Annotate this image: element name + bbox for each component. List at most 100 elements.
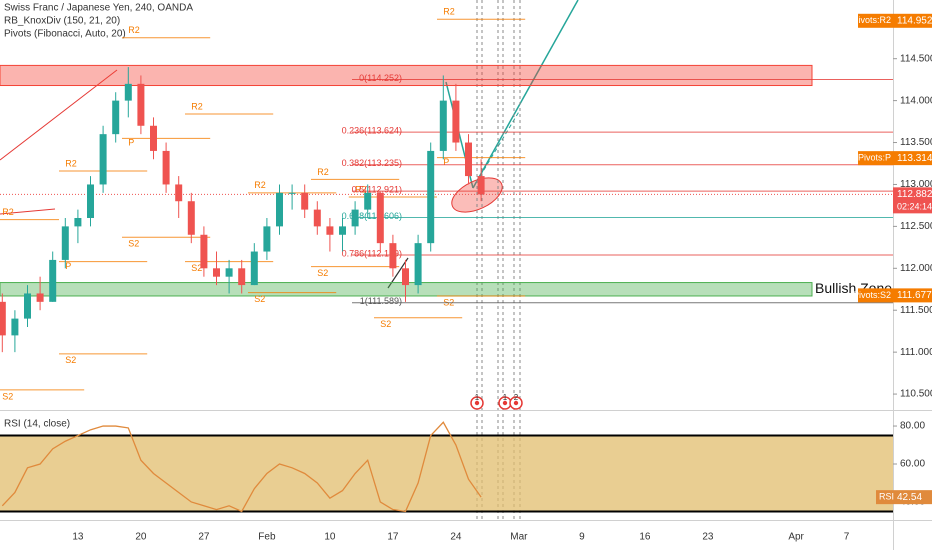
rsi-title: RSI (14, close) <box>4 419 70 430</box>
rsi-tag <box>876 490 932 505</box>
trend-line <box>0 69 118 161</box>
x-tick-label: 7 <box>844 532 850 543</box>
fib-label: 0.618(112.606) <box>342 211 402 221</box>
rsi-tag-value: 42.54 <box>897 492 922 503</box>
pivot-label: R2 <box>65 158 77 168</box>
y-tick-label: 111.000 <box>900 347 932 358</box>
pivot-label: R2 <box>317 167 329 177</box>
event-marker-label: 1 <box>503 393 508 402</box>
pivot-tag-label: Pivots:P <box>858 153 891 163</box>
x-tick-label: Apr <box>788 532 804 543</box>
candle-body <box>452 100 460 143</box>
pivot-tag-label: Pivots:S2 <box>853 290 891 300</box>
pivot-label: R2 <box>443 7 455 17</box>
pivot-label: P <box>443 157 449 167</box>
candle-body <box>288 192 296 194</box>
y-tick-label: 80.00 <box>900 421 925 432</box>
x-tick-label: 9 <box>579 532 585 543</box>
candle-body <box>465 142 472 177</box>
pivot-tag <box>858 151 932 166</box>
event-marker-dot <box>502 400 508 406</box>
event-marker-dot <box>474 400 480 406</box>
x-tick-label: 27 <box>198 532 210 543</box>
x-tick-label: 23 <box>702 532 714 543</box>
chart-title: Swiss Franc / Japanese Yen, 240, OANDA <box>4 3 193 14</box>
y-tick-label: 110.500 <box>900 389 932 400</box>
y-tick-label: 60.00 <box>900 459 925 470</box>
fib-label: 1(111.589) <box>360 296 402 306</box>
candle-body <box>301 192 309 210</box>
candle-body <box>0 301 6 336</box>
candle-body <box>36 293 44 302</box>
x-tick-label: Feb <box>258 532 276 543</box>
rsi-band <box>0 435 893 512</box>
candle-body <box>124 83 132 101</box>
y-tick-label: 112.500 <box>900 221 932 232</box>
fib-label: 0(114.252) <box>359 73 402 83</box>
candle-body <box>74 217 82 227</box>
pivot-tag <box>858 288 932 303</box>
candle-body <box>150 125 157 151</box>
y-tick-label: 111.500 <box>900 305 932 316</box>
x-tick-label: 13 <box>72 532 84 543</box>
pivot-label: P <box>65 261 71 271</box>
candle-body <box>112 100 120 135</box>
pivot-label: S2 <box>191 263 202 273</box>
rsi-line <box>1 421 482 513</box>
candle-body <box>99 134 107 185</box>
candle-body <box>11 318 19 336</box>
pivot-tag-label: Pivots:R2 <box>852 15 891 25</box>
zone <box>0 64 813 87</box>
pivot-label: S2 <box>380 319 391 329</box>
price-tag <box>893 187 932 214</box>
candle-body <box>477 176 485 195</box>
x-tick-label: 10 <box>324 532 336 543</box>
candle-body <box>250 251 258 286</box>
candle-body <box>49 259 57 302</box>
indicator-label: Pivots (Fibonacci, Auto, 20) <box>4 29 126 40</box>
x-tick-label: 17 <box>387 532 399 543</box>
pivot-label: S2 <box>128 239 139 249</box>
candle-body <box>137 83 145 126</box>
fib-label: 0.236(113.624) <box>342 126 402 136</box>
candle-body <box>225 268 233 277</box>
x-tick-label: 20 <box>135 532 147 543</box>
pivot-tag-value: 111.677 <box>897 290 932 301</box>
y-tick-label: 113.500 <box>900 137 932 148</box>
pivot-label: S2 <box>317 268 328 278</box>
y-tick-label: 113.000 <box>900 179 932 190</box>
pivot-label: S2 <box>65 355 76 365</box>
candle-body <box>389 243 397 269</box>
pivot-label: S2 <box>254 294 265 304</box>
pivot-label: R2 <box>355 184 367 194</box>
price-tag-label: 112.882 <box>897 189 932 200</box>
candle-body <box>427 150 435 244</box>
candle-body <box>276 192 283 227</box>
candle-body <box>175 184 183 202</box>
candle-body <box>162 150 170 185</box>
event-marker-label: 1 <box>475 393 480 402</box>
pivot-tag <box>858 13 932 28</box>
candle-body <box>24 293 31 319</box>
pivot-label: P <box>128 138 134 148</box>
candle-body <box>313 209 321 227</box>
pivot-label: R2 <box>191 101 203 111</box>
x-tick-label: 24 <box>450 532 462 543</box>
y-tick-label: 112.000 <box>900 263 932 274</box>
candle-body <box>200 234 208 269</box>
fib-label: 0.786(112.159) <box>342 248 402 258</box>
pivot-label: R2 <box>254 180 266 190</box>
candle-body <box>213 268 220 277</box>
pivot-label: R2 <box>128 25 140 35</box>
candle-body <box>414 243 422 286</box>
pivot-tag-value: 114.952 <box>897 15 932 26</box>
candle-body <box>61 226 69 260</box>
x-tick-label: Mar <box>510 532 528 543</box>
candle-body <box>364 192 372 210</box>
candle-body <box>326 226 334 235</box>
y-tick-label: 114.000 <box>900 95 932 106</box>
fib-label: 0.382(113.235) <box>342 158 402 168</box>
candle-body <box>351 209 359 227</box>
